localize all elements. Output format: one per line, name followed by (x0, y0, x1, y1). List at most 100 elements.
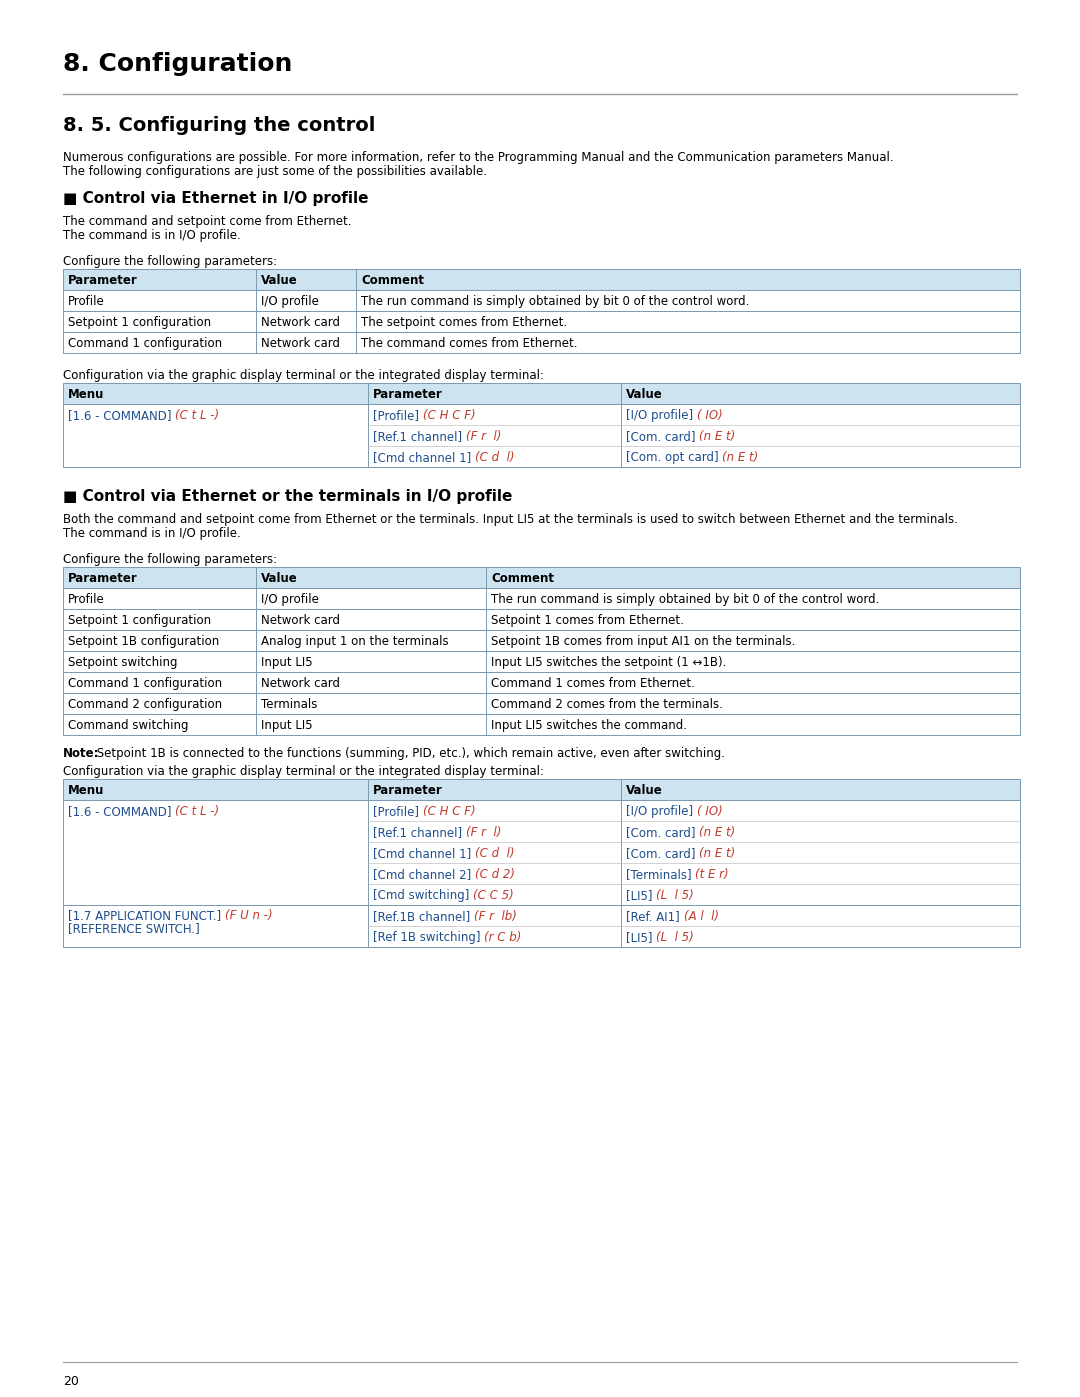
Text: [Ref 1B switching]: [Ref 1B switching] (373, 930, 481, 944)
Text: (r C b): (r C b) (484, 930, 522, 944)
Text: ( IO): ( IO) (697, 409, 723, 422)
Bar (63, 404, 1020, 467)
Bar (63, 651, 1020, 672)
Text: (F r  lb): (F r lb) (474, 909, 517, 923)
Text: The run command is simply obtained by bit 0 of the control word.: The run command is simply obtained by bi… (491, 592, 879, 606)
Text: Setpoint 1B is connected to the functions (summing, PID, etc.), which remain act: Setpoint 1B is connected to the function… (93, 747, 725, 760)
Text: Setpoint 1 comes from Ethernet.: Setpoint 1 comes from Ethernet. (491, 615, 684, 627)
Text: [Terminals]: [Terminals] (626, 868, 691, 882)
Text: (n E t): (n E t) (723, 451, 758, 464)
Text: [Profile]: [Profile] (373, 805, 419, 819)
Bar (63, 780, 1020, 800)
Text: Setpoint switching: Setpoint switching (68, 657, 177, 669)
Text: (n E t): (n E t) (699, 847, 735, 861)
Text: [Cmd channel 1]: [Cmd channel 1] (373, 847, 471, 861)
Text: Setpoint 1B configuration: Setpoint 1B configuration (68, 636, 219, 648)
Bar (63, 905, 1020, 947)
Bar (63, 383, 1020, 404)
Bar (63, 609, 1020, 630)
Text: [Cmd channel 2]: [Cmd channel 2] (373, 868, 471, 882)
Text: [Ref.1 channel]: [Ref.1 channel] (373, 430, 462, 443)
Text: The run command is simply obtained by bit 0 of the control word.: The run command is simply obtained by bi… (361, 295, 750, 307)
Text: Command 2 comes from the terminals.: Command 2 comes from the terminals. (491, 698, 723, 711)
Bar (63, 693, 1020, 714)
Text: [Profile]: [Profile] (373, 409, 419, 422)
Text: Input LI5: Input LI5 (261, 657, 312, 669)
Text: Both the command and setpoint come from Ethernet or the terminals. Input LI5 at : Both the command and setpoint come from … (63, 513, 958, 527)
Text: [I/O profile]: [I/O profile] (626, 409, 693, 422)
Text: The command is in I/O profile.: The command is in I/O profile. (63, 229, 241, 242)
Text: (C t L -): (C t L -) (175, 805, 219, 819)
Text: Configure the following parameters:: Configure the following parameters: (63, 553, 278, 566)
Text: [LI5]: [LI5] (626, 930, 652, 944)
Text: Value: Value (626, 784, 663, 798)
Bar (63, 800, 1020, 905)
Text: [Ref. AI1]: [Ref. AI1] (626, 909, 679, 923)
Text: The command comes from Ethernet.: The command comes from Ethernet. (361, 337, 578, 351)
Text: Setpoint 1 configuration: Setpoint 1 configuration (68, 316, 211, 330)
Text: (n E t): (n E t) (699, 430, 735, 443)
Text: [1.7 APPLICATION FUNCT.]: [1.7 APPLICATION FUNCT.] (68, 909, 221, 922)
Text: [1.6 - COMMAND]: [1.6 - COMMAND] (68, 409, 172, 422)
Text: [Cmd switching]: [Cmd switching] (373, 888, 470, 902)
Text: 20: 20 (63, 1375, 79, 1389)
Text: The setpoint comes from Ethernet.: The setpoint comes from Ethernet. (361, 316, 567, 330)
Text: Parameter: Parameter (373, 784, 443, 798)
Text: (F r  l): (F r l) (465, 826, 501, 840)
Bar (63, 332, 1020, 353)
Bar (63, 714, 1020, 735)
Text: Network card: Network card (261, 615, 340, 627)
Bar (63, 270, 1020, 291)
Text: Profile: Profile (68, 295, 105, 307)
Text: [LI5]: [LI5] (626, 888, 652, 902)
Text: 8. 5. Configuring the control: 8. 5. Configuring the control (63, 116, 376, 136)
Text: Profile: Profile (68, 592, 105, 606)
Text: Command switching: Command switching (68, 719, 189, 732)
Bar (63, 291, 1020, 312)
Text: Command 1 comes from Ethernet.: Command 1 comes from Ethernet. (491, 678, 694, 690)
Text: (n E t): (n E t) (699, 826, 735, 840)
Text: [Com. card]: [Com. card] (626, 826, 696, 840)
Text: Comment: Comment (361, 274, 424, 286)
Text: Menu: Menu (68, 784, 105, 798)
Text: (t E r): (t E r) (696, 868, 729, 882)
Text: Menu: Menu (68, 388, 105, 401)
Text: Parameter: Parameter (68, 274, 138, 286)
Text: (C H C F): (C H C F) (422, 805, 475, 819)
Text: Value: Value (261, 274, 298, 286)
Text: [Com. opt card]: [Com. opt card] (626, 451, 718, 464)
Text: The command and setpoint come from Ethernet.: The command and setpoint come from Ether… (63, 215, 351, 228)
Text: The command is in I/O profile.: The command is in I/O profile. (63, 527, 241, 541)
Bar (63, 588, 1020, 609)
Text: Note:: Note: (63, 747, 99, 760)
Text: (C d  l): (C d l) (475, 847, 514, 861)
Text: Network card: Network card (261, 316, 340, 330)
Text: [REFERENCE SWITCH.]: [REFERENCE SWITCH.] (68, 922, 200, 935)
Bar (63, 630, 1020, 651)
Text: ( IO): ( IO) (697, 805, 723, 819)
Text: Network card: Network card (261, 678, 340, 690)
Text: Parameter: Parameter (373, 388, 443, 401)
Text: [Ref.1 channel]: [Ref.1 channel] (373, 826, 462, 840)
Text: Comment: Comment (491, 571, 554, 585)
Text: ■ Control via Ethernet or the terminals in I/O profile: ■ Control via Ethernet or the terminals … (63, 489, 512, 504)
Text: (C H C F): (C H C F) (422, 409, 475, 422)
Text: Setpoint 1B comes from input AI1 on the terminals.: Setpoint 1B comes from input AI1 on the … (491, 636, 795, 648)
Text: Numerous configurations are possible. For more information, refer to the Program: Numerous configurations are possible. Fo… (63, 151, 893, 163)
Text: (C C 5): (C C 5) (473, 888, 514, 902)
Text: Configuration via the graphic display terminal or the integrated display termina: Configuration via the graphic display te… (63, 369, 544, 381)
Text: 8. Configuration: 8. Configuration (63, 52, 293, 75)
Text: Configure the following parameters:: Configure the following parameters: (63, 256, 278, 268)
Text: [Ref.1B channel]: [Ref.1B channel] (373, 909, 470, 923)
Text: Terminals: Terminals (261, 698, 318, 711)
Text: Setpoint 1 configuration: Setpoint 1 configuration (68, 615, 211, 627)
Text: I/O profile: I/O profile (261, 295, 319, 307)
Text: Configuration via the graphic display terminal or the integrated display termina: Configuration via the graphic display te… (63, 766, 544, 778)
Text: Value: Value (261, 571, 298, 585)
Bar (63, 312, 1020, 332)
Text: (C d 2): (C d 2) (475, 868, 515, 882)
Text: Parameter: Parameter (68, 571, 138, 585)
Text: I/O profile: I/O profile (261, 592, 319, 606)
Text: Input LI5: Input LI5 (261, 719, 312, 732)
Text: (A l  l): (A l l) (684, 909, 718, 923)
